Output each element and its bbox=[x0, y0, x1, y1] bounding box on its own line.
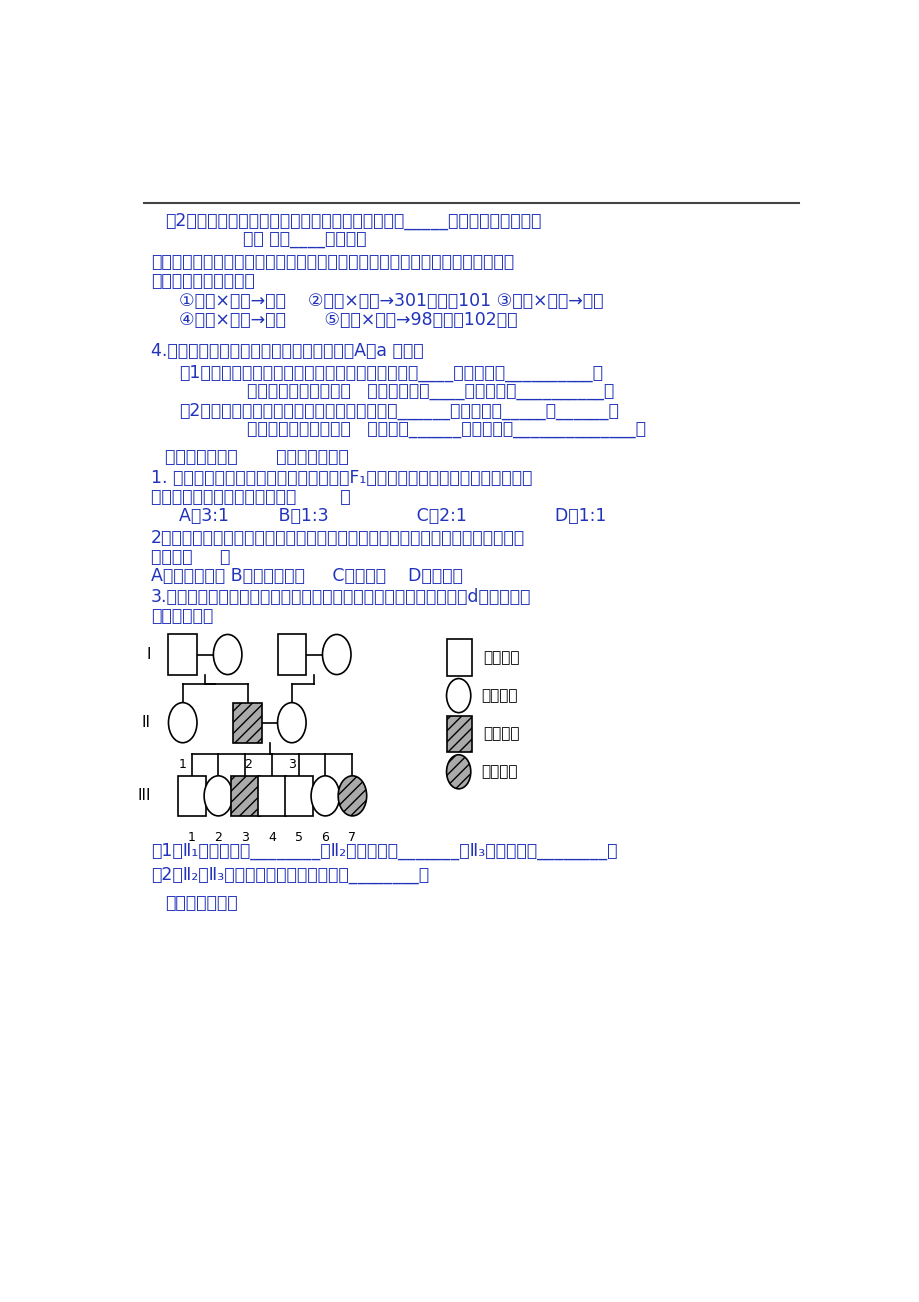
Text: 1: 1 bbox=[178, 758, 187, 771]
Circle shape bbox=[323, 634, 351, 674]
Circle shape bbox=[204, 776, 233, 816]
Text: A．纯种黑毛兔 B．杂种黑毛兔     C．褐毛兔    D．长毛兔: A．纯种黑毛兔 B．杂种黑毛兔 C．褐毛兔 D．长毛兔 bbox=[151, 568, 462, 586]
Text: 2: 2 bbox=[214, 831, 222, 844]
Text: 1: 1 bbox=[187, 831, 196, 844]
Text: 6: 6 bbox=[321, 831, 329, 844]
Text: ①紫花×紫花→紫花    ②紫花×紫花→301紫花＋101 ③白花×白花→白花: ①紫花×紫花→紫花 ②紫花×紫花→301紫花＋101 ③白花×白花→白花 bbox=[179, 292, 603, 310]
Bar bbox=[446, 639, 471, 676]
Text: （1）Ⅱ₁的基因型为________；Ⅱ₂的基因型为_______；Ⅱ₃的基因型为________。: （1）Ⅱ₁的基因型为________；Ⅱ₂的基因型为_______；Ⅱ₃的基因型… bbox=[151, 842, 617, 861]
Text: 4: 4 bbox=[267, 831, 276, 844]
Text: 思考：大豆的紫花和白花是一对相对性状。下列杂交实验现象，哪些组合能判断: 思考：大豆的紫花和白花是一对相对性状。下列杂交实验现象，哪些组合能判断 bbox=[151, 253, 513, 271]
Text: 4.判定纯合子和杂合子的方法（有关基因用A、a 表示）: 4.判定纯合子和杂合子的方法（有关基因用A、a 表示） bbox=[151, 341, 423, 359]
Bar bbox=[233, 703, 262, 742]
Bar bbox=[231, 776, 259, 816]
Text: 3: 3 bbox=[288, 758, 295, 771]
Circle shape bbox=[446, 678, 471, 712]
Text: 的性 状为____性性状。: 的性 状为____性性状。 bbox=[243, 232, 367, 250]
Text: 男性正常: 男性正常 bbox=[482, 650, 519, 665]
Text: 3: 3 bbox=[242, 831, 249, 844]
Text: A．3:1         B．1:3                C．2:1                D．1:1: A．3:1 B．1:3 C．2:1 D．1:1 bbox=[179, 508, 606, 525]
Circle shape bbox=[213, 634, 242, 674]
Circle shape bbox=[338, 776, 367, 816]
Text: 若后代发生性状分离：   则亲本为______子，基因型______________。: 若后代发生性状分离： 则亲本为______子，基因型______________… bbox=[246, 421, 645, 439]
Circle shape bbox=[168, 703, 197, 742]
Text: I: I bbox=[146, 647, 151, 661]
Bar bbox=[278, 634, 306, 674]
Text: III: III bbox=[137, 788, 151, 803]
Text: 最好是（     ）: 最好是（ ） bbox=[151, 548, 230, 566]
Text: （2）Ⅱ₂与Ⅱ₃的子女中耳聋患者的概率为________。: （2）Ⅱ₂与Ⅱ₃的子女中耳聋患者的概率为________。 bbox=[151, 866, 428, 884]
Text: II: II bbox=[142, 715, 151, 730]
Text: 若后代发生性状分离：   则被测亲本为____子，基因型__________。: 若后代发生性状分离： 则被测亲本为____子，基因型__________。 bbox=[246, 383, 614, 401]
Bar bbox=[168, 634, 197, 674]
Circle shape bbox=[278, 703, 306, 742]
Text: 5: 5 bbox=[295, 831, 302, 844]
Bar bbox=[446, 716, 471, 751]
Circle shape bbox=[446, 755, 471, 789]
Bar bbox=[284, 776, 312, 816]
Bar bbox=[177, 776, 206, 816]
Text: 女性正常: 女性正常 bbox=[481, 687, 517, 703]
Text: ④紫花×白花→紫花       ⑤紫花×白花→98紫花＋102白花: ④紫花×白花→紫花 ⑤紫花×白花→98紫花＋102白花 bbox=[179, 311, 517, 328]
Text: 答下列问题：: 答下列问题： bbox=[151, 608, 212, 625]
Bar bbox=[257, 776, 286, 816]
Text: 3.下面是某个耳聋遗传的家族系谱图。致病基因位于常染色体上，用d表示。请回: 3.下面是某个耳聋遗传的家族系谱图。致病基因位于常染色体上，用d表示。请回 bbox=[151, 589, 530, 607]
Text: 7: 7 bbox=[348, 831, 356, 844]
Text: 女性耳聋: 女性耳聋 bbox=[481, 764, 517, 780]
Text: （五）梳理总结: （五）梳理总结 bbox=[165, 894, 237, 913]
Text: 2．家兔的黑毛对褐毛是显性，要判断一只黑毛兔是否是纯合子，选用与它交配的: 2．家兔的黑毛对褐毛是显性，要判断一只黑毛兔是否是纯合子，选用与它交配的 bbox=[151, 529, 524, 547]
Text: （1）测交：若后代不发生性状分离：则被测亲本为____子，基因型__________。: （1）测交：若后代不发生性状分离：则被测亲本为____子，基因型________… bbox=[179, 363, 603, 381]
Text: （2）自交：自交后代发生性状分离，则亲本性状为_____性性状，子代新出现: （2）自交：自交后代发生性状分离，则亲本性状为_____性性状，子代新出现 bbox=[165, 212, 540, 230]
Text: 男性耳聋: 男性耳聋 bbox=[482, 727, 519, 741]
Circle shape bbox=[311, 776, 339, 816]
Text: 2: 2 bbox=[244, 758, 251, 771]
Text: 1. 将纯种高茎豌豆与矮茎豌豆杂交得到的F₁代与矮茎豌豆进行测交，测交后代中: 1. 将纯种高茎豌豆与矮茎豌豆杂交得到的F₁代与矮茎豌豆进行测交，测交后代中 bbox=[151, 469, 531, 487]
Text: 显隐性关系，为什么？: 显隐性关系，为什么？ bbox=[151, 272, 255, 289]
Text: （三）巩固理解       （四）互助提高: （三）巩固理解 （四）互助提高 bbox=[165, 448, 348, 466]
Text: 高茎与矮茎个体的数量比应是（        ）: 高茎与矮茎个体的数量比应是（ ） bbox=[151, 488, 350, 506]
Text: （2）自交：若后代不发生性状分离：则亲本为______子，基因型_____或______。: （2）自交：若后代不发生性状分离：则亲本为______子，基因型_____或__… bbox=[179, 402, 618, 419]
